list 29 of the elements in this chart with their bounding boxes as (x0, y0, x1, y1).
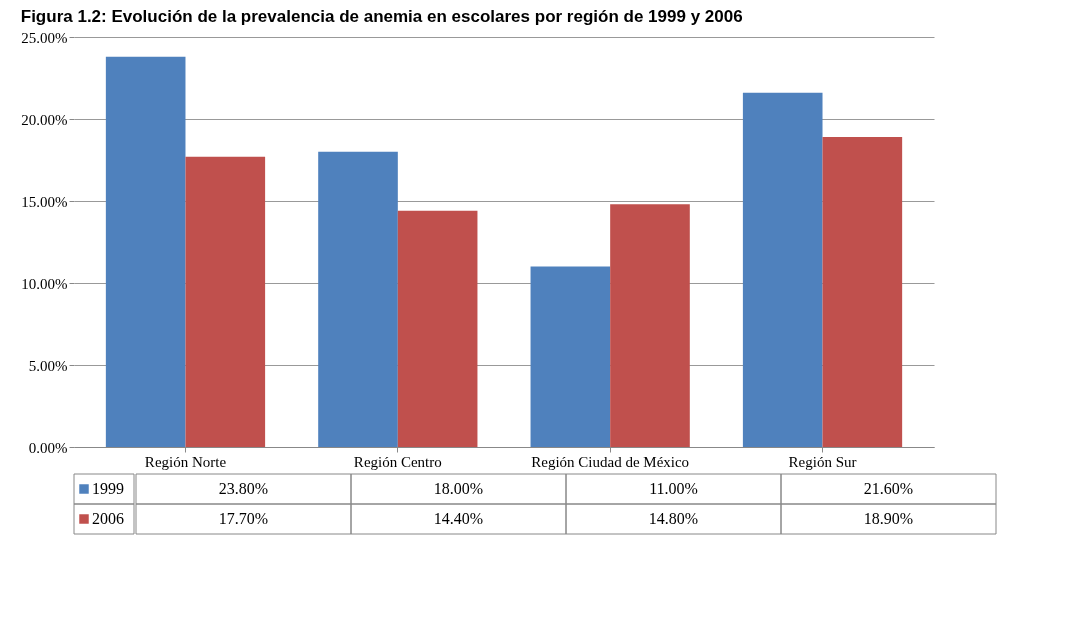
x-tick-label: Región Ciudad de México (531, 453, 690, 470)
x-tick-label: Región Norte (144, 453, 227, 470)
x-tick-label: Región Centro (353, 453, 442, 470)
data-label: 18.90% (863, 510, 914, 527)
y-tick-label: 15.00% (21, 193, 68, 210)
data-label: 14.40% (433, 510, 484, 527)
legend-label: 1999 (92, 480, 124, 497)
y-tick-label: 20.00% (21, 111, 68, 128)
bar (105, 56, 186, 447)
data-label: 21.60% (863, 480, 914, 497)
y-tick-label: 5.00% (28, 357, 68, 374)
data-label: 11.00% (649, 480, 698, 497)
data-label: 18.00% (433, 480, 484, 497)
data-label: 17.70% (218, 510, 269, 527)
data-label: 14.80% (648, 510, 699, 527)
bar (742, 92, 823, 447)
bar (822, 137, 903, 447)
y-tick-label: 25.00% (21, 29, 68, 46)
bar (185, 156, 266, 447)
chart-title: Figura 1.2: Evolución de la prevalencia de anemia en escolares por región de 1999 y 2006 (20, 7, 743, 26)
legend-label: 2006 (92, 510, 124, 527)
x-tick-label: Región Sur (788, 453, 857, 470)
bar (318, 151, 398, 447)
bar (397, 210, 478, 447)
y-tick-label: 10.00% (21, 275, 68, 292)
bar (610, 204, 690, 447)
y-tick-label: 0.00% (28, 439, 68, 456)
bar (530, 266, 611, 447)
data-label: 23.80% (218, 480, 269, 497)
